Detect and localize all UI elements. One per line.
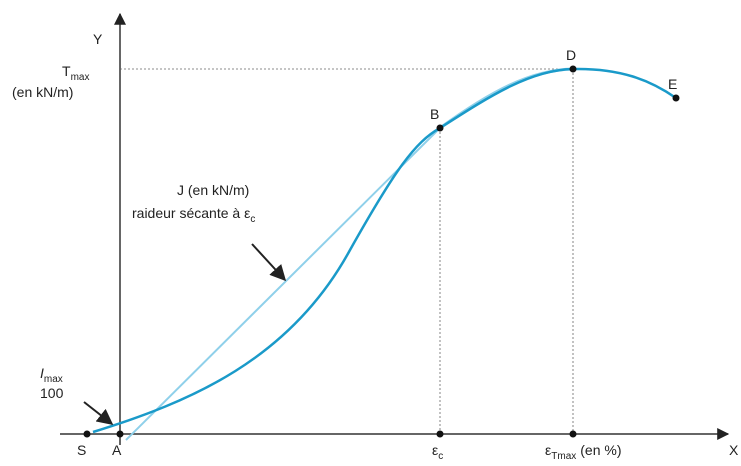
y-axis-label: Y	[93, 31, 103, 47]
initial-label: Imax	[40, 365, 63, 385]
x-label: εc	[432, 442, 443, 461]
subscript: c	[438, 451, 443, 461]
guides	[120, 68, 574, 434]
tmax-unit: (en kN/m)	[12, 84, 73, 100]
secant-label: raideur sécante à εc	[132, 205, 255, 225]
symbol: T	[62, 63, 71, 79]
points	[83, 65, 680, 438]
initial-denominator: 100	[40, 385, 64, 401]
initial-arrow	[83, 401, 114, 425]
secant-arrow	[251, 243, 287, 282]
tmax-label: Tmax	[62, 63, 89, 83]
secant-label: J (en kN/m)	[177, 182, 249, 198]
point-label: A	[112, 442, 122, 458]
point-label: E	[668, 76, 677, 92]
secant-line	[125, 127, 441, 441]
symbol: ε	[545, 442, 551, 458]
symbol: I	[40, 365, 44, 381]
subscript: Tmax	[551, 451, 576, 461]
point-label: D	[566, 47, 576, 63]
text: raideur sécante à ε	[132, 205, 250, 221]
point-label: B	[430, 106, 439, 122]
subscript: c	[250, 214, 255, 225]
symbol: ε	[432, 442, 438, 458]
x-axis-label: X	[729, 442, 739, 458]
x-label: εTmax (en %)	[545, 442, 621, 461]
subscript: max	[44, 374, 63, 385]
subscript: max	[71, 72, 90, 83]
secant-upper	[439, 67, 574, 130]
curve	[92, 67, 677, 434]
unit: (en %)	[580, 442, 621, 458]
point-label: S	[77, 442, 86, 458]
